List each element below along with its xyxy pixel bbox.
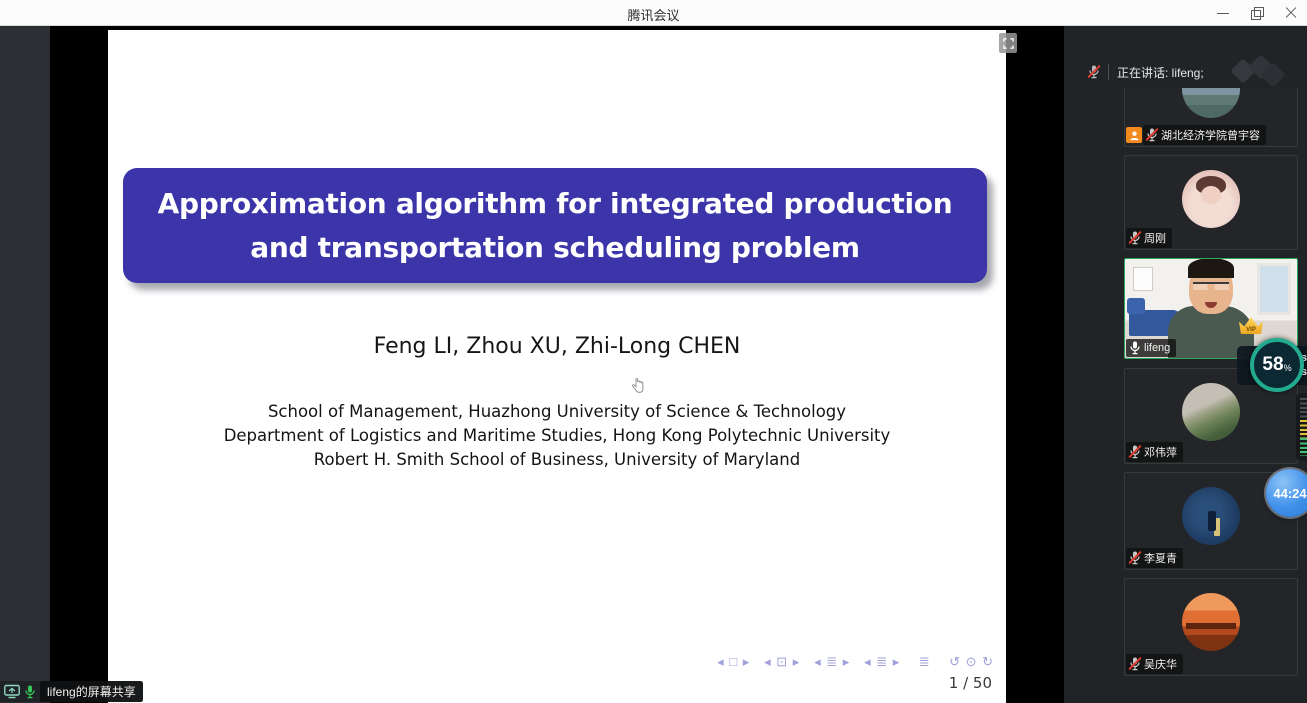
performance-percentage-badge[interactable]: 58 %: [1250, 338, 1304, 392]
volume-bars-green: [1299, 438, 1307, 456]
affiliation-line: Department of Logistics and Maritime Stu…: [223, 426, 891, 445]
share-banner-label: lifeng的屏幕共享: [40, 681, 143, 702]
beamer-navigation-icons[interactable]: ◂ □ ▸ ◂ ⊡ ▸ ◂ ≣ ▸ ◂ ≣ ▸ ≣ ↺ ⊙ ↻: [717, 654, 994, 669]
avatar: [1182, 487, 1240, 545]
participant-name: 李夏青: [1144, 553, 1177, 565]
slide-page-indicator: 1 / 50: [948, 674, 992, 692]
affiliation-line: Robert H. Smith School of Business, Univ…: [313, 450, 801, 469]
performance-value: 58: [1262, 354, 1284, 375]
avatar: [1182, 593, 1240, 651]
avatar: [1182, 170, 1240, 228]
slide-affiliations: School of Management, Huazhong Universit…: [108, 400, 1006, 472]
active-speaker-bar: 正在讲话: lifeng;: [1087, 58, 1298, 86]
muted-mic-icon: [1128, 550, 1142, 565]
window-titlebar: 腾讯会议: [0, 0, 1307, 26]
window-controls: [1217, 0, 1297, 26]
hand-cursor-icon: [631, 378, 645, 394]
participant-tile[interactable]: 湖北经济学院曾宇容: [1124, 88, 1298, 147]
screen-share-icon: [4, 684, 20, 699]
person-icon: [1129, 130, 1140, 141]
muted-mic-icon: [1128, 230, 1142, 245]
timer-value: 44:24: [1273, 485, 1307, 501]
participant-name: 邓伟萍: [1144, 447, 1177, 459]
collapse-sidebar-handle[interactable]: [999, 33, 1017, 53]
performance-unit: %: [1283, 363, 1292, 373]
left-panel-strip: [0, 26, 50, 703]
muted-mic-icon: [1128, 444, 1142, 459]
slide-title-banner: Approximation algorithm for integrated p…: [123, 168, 987, 283]
volume-level-widget[interactable]: [1296, 393, 1307, 461]
participant-name: lifeng: [1144, 342, 1171, 354]
participant-name: 周刚: [1144, 233, 1166, 245]
volume-bars-yellow: [1299, 420, 1307, 438]
muted-mic-icon: [1128, 656, 1142, 671]
muted-mic-icon: [1087, 64, 1101, 79]
avatar: [1182, 88, 1240, 118]
host-role-badge: [1126, 127, 1142, 143]
affiliation-line: School of Management, Huazhong Universit…: [267, 402, 847, 421]
slide-title: Approximation algorithm for integrated p…: [157, 186, 953, 264]
speaking-now-label: 正在讲话: lifeng;: [1117, 65, 1204, 80]
participant-name: 湖北经济学院曾宇容: [1161, 130, 1260, 142]
minimize-icon[interactable]: [1217, 7, 1229, 19]
unmuted-mic-icon: [1129, 341, 1141, 355]
avatar: [1182, 383, 1240, 441]
volume-bars-inactive: [1299, 398, 1307, 420]
shared-screen-slide: Approximation algorithm for integrated p…: [108, 30, 1006, 703]
restore-icon[interactable]: [1251, 7, 1264, 20]
participant-tile[interactable]: 周刚: [1124, 155, 1298, 250]
window-title: 腾讯会议: [627, 8, 680, 23]
live-mic-icon: [24, 685, 36, 699]
participant-name: 吴庆华: [1144, 659, 1177, 671]
close-icon[interactable]: [1285, 7, 1297, 19]
participant-tile[interactable]: 吴庆华: [1124, 578, 1298, 676]
screen-share-banner[interactable]: lifeng的屏幕共享: [0, 681, 143, 702]
muted-mic-icon: [1145, 127, 1159, 142]
slide-authors: Feng LI, Zhou XU, Zhi-Long CHEN: [373, 334, 741, 359]
expand-icon: [1003, 38, 1014, 49]
meeting-timer-badge[interactable]: 44:24: [1266, 469, 1307, 517]
